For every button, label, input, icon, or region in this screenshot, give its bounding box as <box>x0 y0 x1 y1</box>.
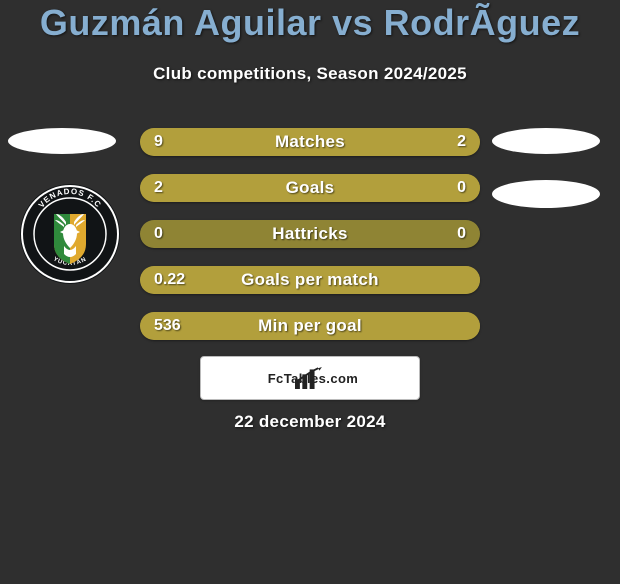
brand-box: FcTables.com <box>200 356 420 400</box>
side-ellipse-right <box>492 180 600 208</box>
side-ellipse-right <box>492 128 600 154</box>
page-title: Guzmán Aguilar vs RodrÃ­guez <box>0 4 620 42</box>
footer-date: 22 december 2024 <box>0 412 620 432</box>
stat-row: Goals per match0.22 <box>140 266 480 294</box>
stat-row: Hattricks0 0 <box>140 220 480 248</box>
stat-value-right: 0 <box>457 220 466 248</box>
brand-text: FcTables.com <box>268 371 359 386</box>
stat-fill-left <box>140 174 480 202</box>
team-badge: VENADOS F.C YUCATÁN <box>20 184 120 284</box>
stat-fill-left <box>140 266 480 294</box>
subtitle: Club competitions, Season 2024/2025 <box>0 64 620 84</box>
stat-row: Matches92 <box>140 128 480 156</box>
stat-fill-left <box>140 312 480 340</box>
stat-label: Hattricks <box>140 220 480 248</box>
stat-fill-right <box>402 128 480 156</box>
stat-row: Goals20 <box>140 174 480 202</box>
side-ellipse-left <box>8 128 116 154</box>
stat-fill-left <box>140 128 402 156</box>
stat-row: Min per goal536 <box>140 312 480 340</box>
stats-block: Matches92 Goals20 Hattricks0 0 Goals per mat… <box>140 128 480 358</box>
stat-value-left: 0 <box>154 220 163 248</box>
